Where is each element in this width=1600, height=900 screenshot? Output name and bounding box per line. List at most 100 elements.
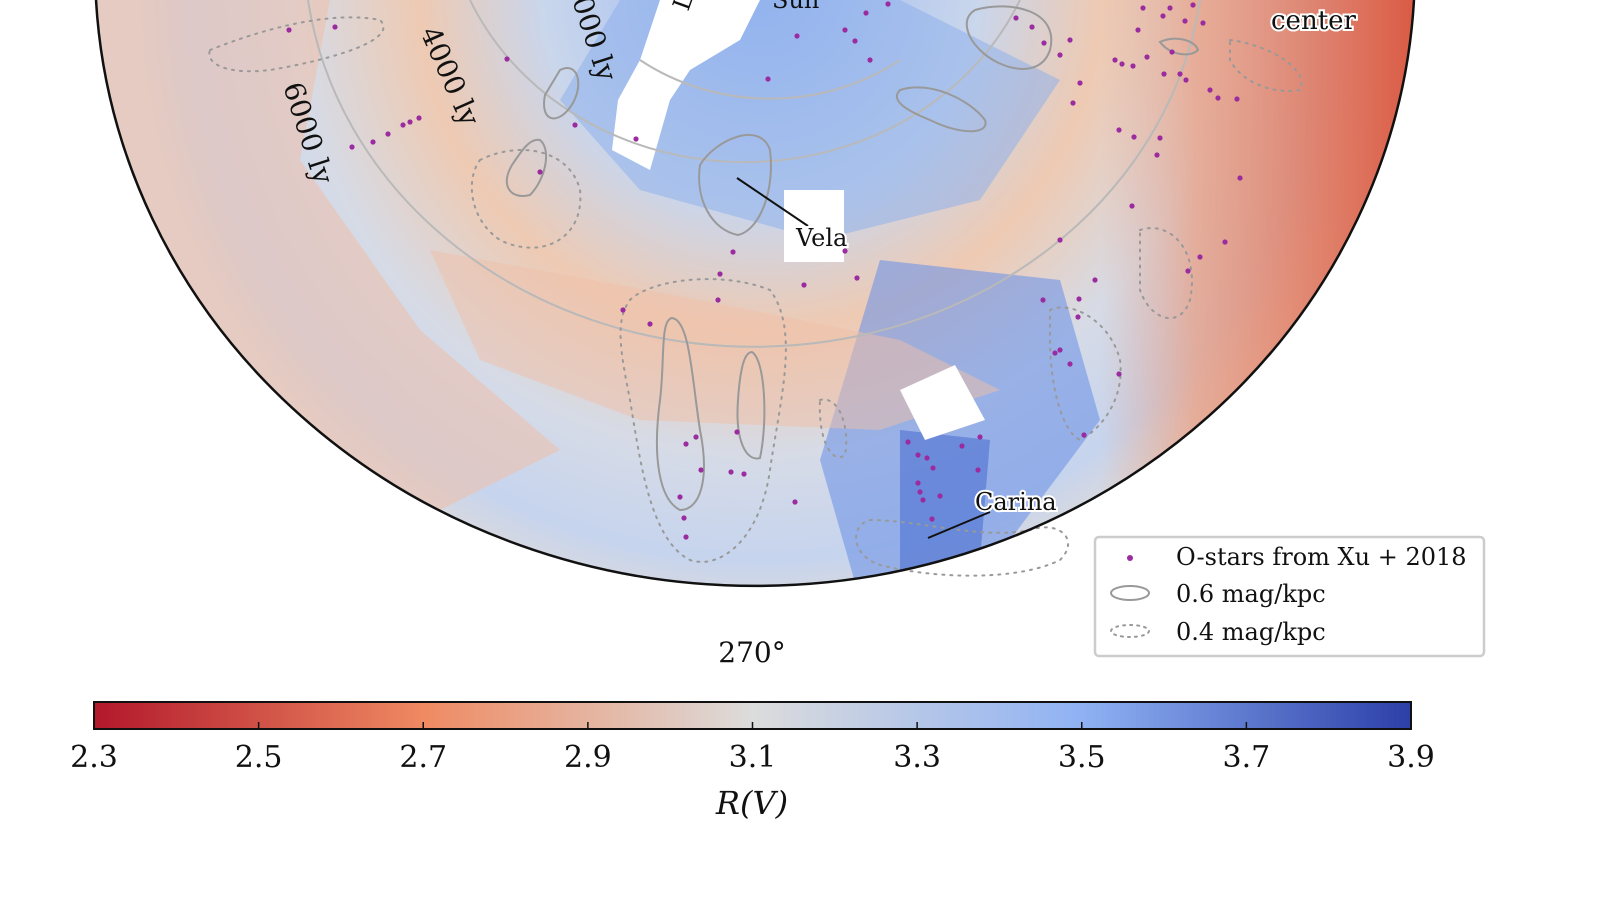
ostar-point <box>915 480 921 486</box>
ostar-point <box>1237 175 1243 181</box>
ostar-point <box>1067 37 1073 43</box>
longitude-label-270: 270° <box>718 636 785 669</box>
vela-leader <box>736 177 809 227</box>
colorbar-tick-label: 2.7 <box>399 740 447 775</box>
ostar-point <box>929 516 935 522</box>
ostar-point <box>734 429 740 435</box>
ostar-point <box>1081 432 1087 438</box>
ostar-point <box>681 515 687 521</box>
ostar-point <box>1057 347 1063 353</box>
legend-box <box>1093 535 1486 658</box>
ostar-point <box>715 297 721 303</box>
ostar-point <box>1075 314 1081 320</box>
label-sun: Sun <box>772 0 819 14</box>
ostar-point <box>683 441 689 447</box>
ostar-point <box>572 122 578 128</box>
ostar-point <box>1177 71 1183 77</box>
ostar-point <box>1070 100 1076 106</box>
ostar-point <box>698 467 704 473</box>
ostar-point <box>792 499 798 505</box>
ostar-point <box>885 1 891 7</box>
ostar-point <box>1131 134 1137 140</box>
label-vela: Vela <box>795 224 847 252</box>
ostar-point <box>1144 54 1150 60</box>
ostar-point <box>400 122 406 128</box>
ostar-point <box>407 119 413 125</box>
ostar-point <box>730 249 736 255</box>
ostar-point <box>959 443 965 449</box>
ostar-point <box>801 282 807 288</box>
distance-rings <box>307 0 1201 348</box>
ostar-point <box>1215 95 1221 101</box>
ostar-point <box>1116 127 1122 133</box>
ostar-point <box>924 455 930 461</box>
ostar-point <box>1112 57 1118 63</box>
ostar-point <box>917 489 923 495</box>
ostar-point <box>920 497 926 503</box>
ostar-point <box>975 467 981 473</box>
ostar-point <box>1185 268 1191 274</box>
ostar-point <box>349 144 355 150</box>
ostar-point <box>1129 203 1135 209</box>
ostar-point <box>1169 49 1175 55</box>
ostar-points <box>286 1 1243 540</box>
ostar-point <box>1207 87 1213 93</box>
ostar-point <box>854 275 860 281</box>
colorbar-tick-label: 2.3 <box>70 740 118 775</box>
ostar-point <box>1182 18 1188 24</box>
ostar-point <box>1154 152 1160 158</box>
label-carina: Carina <box>975 488 1057 516</box>
ostar-point <box>1190 2 1196 8</box>
legend: O-stars from Xu + 2018 0.6 mag/kpc 0.4 m… <box>1093 535 1486 658</box>
colorbar-ticks: 2.3 2.5 2.7 2.9 3.1 3.3 3.5 3.7 3.9 <box>70 722 1435 775</box>
ostar-point <box>1167 5 1173 11</box>
colorbar-tick-label: 2.9 <box>564 740 612 775</box>
colorbar-tick-label: 3.1 <box>729 740 777 775</box>
label-center: center <box>1271 6 1357 36</box>
ostar-point <box>1013 15 1019 21</box>
ostar-point <box>842 27 848 33</box>
legend-ostar-marker <box>1127 555 1133 561</box>
ostar-point <box>867 57 873 63</box>
ostar-point <box>905 439 911 445</box>
ostar-point <box>1057 52 1063 58</box>
ostar-point <box>1029 24 1035 30</box>
ostar-point <box>1140 5 1146 11</box>
ostar-point <box>852 38 858 44</box>
colorbar-tick-label: 3.3 <box>893 740 941 775</box>
ostar-point <box>937 493 943 499</box>
ostar-point <box>1160 13 1166 19</box>
ostar-point <box>647 321 653 327</box>
ostar-point <box>1077 80 1083 86</box>
ostar-point <box>504 56 510 62</box>
ostar-point <box>930 465 936 471</box>
carina-leader <box>927 511 991 539</box>
ostar-point <box>416 115 422 121</box>
legend-label-0.4: 0.4 mag/kpc <box>1176 618 1326 646</box>
colorbar-label: R(V) <box>715 784 788 822</box>
legend-solid-contour-marker <box>1110 585 1150 601</box>
ostar-point <box>620 307 626 313</box>
ostar-point <box>717 271 723 277</box>
legend-label-ostars: O-stars from Xu + 2018 <box>1176 543 1467 571</box>
ostar-point <box>1041 40 1047 46</box>
map-border <box>94 0 1416 588</box>
ostar-point <box>915 452 921 458</box>
ostar-point <box>1067 361 1073 367</box>
contours-0.4 <box>208 16 1303 577</box>
ostar-point <box>1135 27 1141 33</box>
colorbar: 2.3 2.5 2.7 2.9 3.1 3.3 3.5 3.7 3.9 R(V) <box>70 701 1435 822</box>
ostar-point <box>1119 61 1125 67</box>
legend-dotted-contour-marker <box>1110 624 1150 638</box>
ostar-point <box>863 10 869 16</box>
ostar-point <box>537 169 543 175</box>
ostar-point <box>728 469 734 475</box>
ostar-point <box>1057 237 1063 243</box>
colorbar-tick-label: 3.9 <box>1387 740 1435 775</box>
ostar-point <box>633 136 639 142</box>
ostar-point <box>1161 71 1167 77</box>
ostar-point <box>370 139 376 145</box>
colorbar-tick-label: 3.7 <box>1223 740 1271 775</box>
ostar-point <box>1234 96 1240 102</box>
